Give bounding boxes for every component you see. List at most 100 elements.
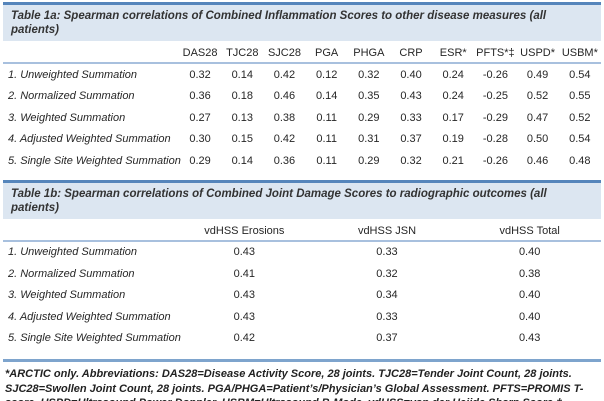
correlation-value: 0.52 bbox=[569, 111, 591, 124]
table-1a-header-row: DAS28 TJC28 SJC28 PGA PHGA CRP ESR* PFTS*‡ USPD*… bbox=[3, 42, 601, 64]
row-label: 3. Weighted Summation bbox=[8, 111, 126, 124]
correlation-value: 0.42 bbox=[273, 68, 296, 81]
correlation-value: 0.50 bbox=[526, 133, 549, 146]
correlation-value: 0.14 bbox=[315, 90, 338, 103]
correlation-value: 0.14 bbox=[231, 154, 253, 167]
correlation-value: -0.29 bbox=[482, 111, 508, 124]
column-header: CRP bbox=[389, 42, 433, 64]
table-row: 1. Unweighted Summation 0.32 0.14 0.42 0.12 0… bbox=[3, 63, 601, 86]
table-row: 3. Weighted Summation 0.27 0.13 0.38 0.11 0.2… bbox=[3, 107, 601, 129]
correlation-value: 0.11 bbox=[316, 111, 337, 124]
correlation-value: 0.47 bbox=[526, 111, 549, 124]
correlation-value: 0.36 bbox=[273, 154, 296, 167]
correlation-value: -0.26 bbox=[482, 68, 508, 81]
correlation-value: 0.13 bbox=[231, 111, 253, 124]
table-1a-grid: DAS28 TJC28 SJC28 PGA PHGA CRP ESR* PFTS*‡ USPD*… bbox=[3, 42, 601, 172]
correlation-value: 0.21 bbox=[442, 154, 464, 167]
table-1b-title: Table 1b: Spearman correlations of Combi… bbox=[3, 179, 601, 219]
correlation-value: 0.52 bbox=[526, 90, 549, 103]
column-header: SJC28 bbox=[263, 42, 306, 64]
correlation-value: 0.31 bbox=[358, 133, 380, 146]
correlation-value: 0.43 bbox=[233, 289, 256, 302]
correlation-value: 0.46 bbox=[526, 154, 549, 167]
correlation-value: 0.17 bbox=[442, 111, 464, 124]
correlation-value: 0.12 bbox=[315, 68, 338, 81]
row-label: 5. Single Site Weighted Summation bbox=[8, 332, 181, 345]
row-label: 4. Adjusted Weighted Summation bbox=[8, 310, 171, 323]
table-row: 4. Adjusted Weighted Summation 0.30 0.15 0.… bbox=[3, 129, 601, 151]
correlation-value: 0.14 bbox=[231, 68, 253, 81]
correlation-value: 0.49 bbox=[526, 68, 549, 81]
correlation-value: -0.26 bbox=[482, 154, 508, 167]
column-header: vdHSS Total bbox=[458, 219, 601, 242]
empty-corner-cell bbox=[3, 219, 173, 242]
table-1b-grid: vdHSS Erosions vdHSS JSN vdHSS Total 1. Un… bbox=[3, 219, 601, 350]
correlation-value: 0.37 bbox=[400, 133, 422, 146]
correlation-value: 0.15 bbox=[231, 133, 253, 146]
correlation-value: 0.33 bbox=[376, 310, 398, 323]
table-1a-section: Table 1a: Spearman correlations of Combi… bbox=[3, 2, 601, 172]
column-header: USPD* bbox=[516, 42, 559, 64]
correlation-value: 0.19 bbox=[442, 133, 464, 146]
row-label: 1. Unweighted Summation bbox=[8, 246, 138, 259]
row-label: 1. Unweighted Summation bbox=[8, 68, 138, 81]
correlation-value: 0.43 bbox=[233, 246, 256, 259]
table-row: 1. Unweighted Summation 0.43 0.33 0.40 bbox=[3, 241, 601, 264]
table-row: 2. Normalized Summation 0.36 0.18 0.46 0.14 0… bbox=[3, 86, 601, 108]
column-header: vdHSS JSN bbox=[315, 219, 459, 242]
correlation-value: 0.24 bbox=[442, 68, 464, 81]
correlation-value: 0.33 bbox=[376, 246, 398, 259]
column-header: DAS28 bbox=[179, 42, 222, 64]
correlation-value: 0.43 bbox=[233, 310, 256, 323]
column-header: ESR* bbox=[432, 42, 475, 64]
correlation-value: 0.40 bbox=[518, 310, 541, 323]
row-label: 2. Normalized Summation bbox=[8, 267, 135, 280]
correlation-value: 0.54 bbox=[569, 68, 591, 81]
correlation-value: 0.54 bbox=[569, 133, 591, 146]
correlation-value: 0.33 bbox=[400, 111, 422, 124]
correlation-value: 0.36 bbox=[189, 90, 211, 103]
correlation-value: 0.43 bbox=[518, 332, 541, 345]
row-label: 4. Adjusted Weighted Summation bbox=[8, 133, 171, 146]
abbreviations-footnote: *ARCTIC only. Abbreviations: DAS28=Disea… bbox=[3, 359, 601, 401]
correlation-value: -0.25 bbox=[482, 90, 508, 103]
empty-corner-cell bbox=[3, 42, 179, 64]
correlation-value: 0.29 bbox=[358, 111, 380, 124]
correlation-value: 0.46 bbox=[273, 90, 296, 103]
table-row: 3. Weighted Summation 0.43 0.34 0.40 bbox=[3, 285, 601, 307]
correlation-value: 0.42 bbox=[273, 133, 296, 146]
correlation-value: 0.40 bbox=[518, 289, 541, 302]
row-label: 2. Normalized Summation bbox=[8, 90, 135, 103]
correlation-value: 0.40 bbox=[518, 246, 541, 259]
correlation-value: 0.43 bbox=[400, 90, 422, 103]
row-label: 3. Weighted Summation bbox=[8, 289, 126, 302]
correlation-value: 0.32 bbox=[189, 68, 211, 81]
table-1a-title: Table 1a: Spearman correlations of Combi… bbox=[3, 2, 601, 41]
correlation-value: 0.24 bbox=[442, 90, 464, 103]
column-header: PFTS*‡ bbox=[474, 42, 517, 64]
correlation-value: 0.34 bbox=[376, 289, 398, 302]
correlation-value: 0.27 bbox=[189, 111, 211, 124]
correlation-value: 0.37 bbox=[376, 332, 398, 345]
table-row: 5. Single Site Weighted Summation 0.42 0.3… bbox=[3, 328, 601, 350]
table-1b-section: Table 1b: Spearman correlations of Combi… bbox=[3, 179, 601, 350]
column-header: PGA bbox=[305, 42, 348, 64]
column-header: USBM* bbox=[558, 42, 601, 64]
correlation-value: 0.32 bbox=[376, 267, 398, 280]
correlation-value: 0.30 bbox=[189, 133, 211, 146]
correlation-value: 0.48 bbox=[569, 154, 591, 167]
table-1b-header-row: vdHSS Erosions vdHSS JSN vdHSS Total bbox=[3, 219, 601, 242]
correlation-value: 0.32 bbox=[400, 154, 422, 167]
correlation-value: -0.28 bbox=[482, 133, 508, 146]
correlation-value: 0.11 bbox=[316, 133, 337, 146]
correlation-value: 0.40 bbox=[400, 68, 422, 81]
row-label: 5. Single Site Weighted Summation bbox=[8, 154, 181, 167]
correlation-value: 0.32 bbox=[358, 68, 380, 81]
column-header: PHGA bbox=[347, 42, 390, 64]
table-row: 2. Normalized Summation 0.41 0.32 0.38 bbox=[3, 263, 601, 285]
correlation-value: 0.42 bbox=[233, 332, 256, 345]
correlation-value: 0.35 bbox=[358, 90, 380, 103]
correlation-value: 0.41 bbox=[233, 267, 256, 280]
correlation-value: 0.29 bbox=[358, 154, 380, 167]
